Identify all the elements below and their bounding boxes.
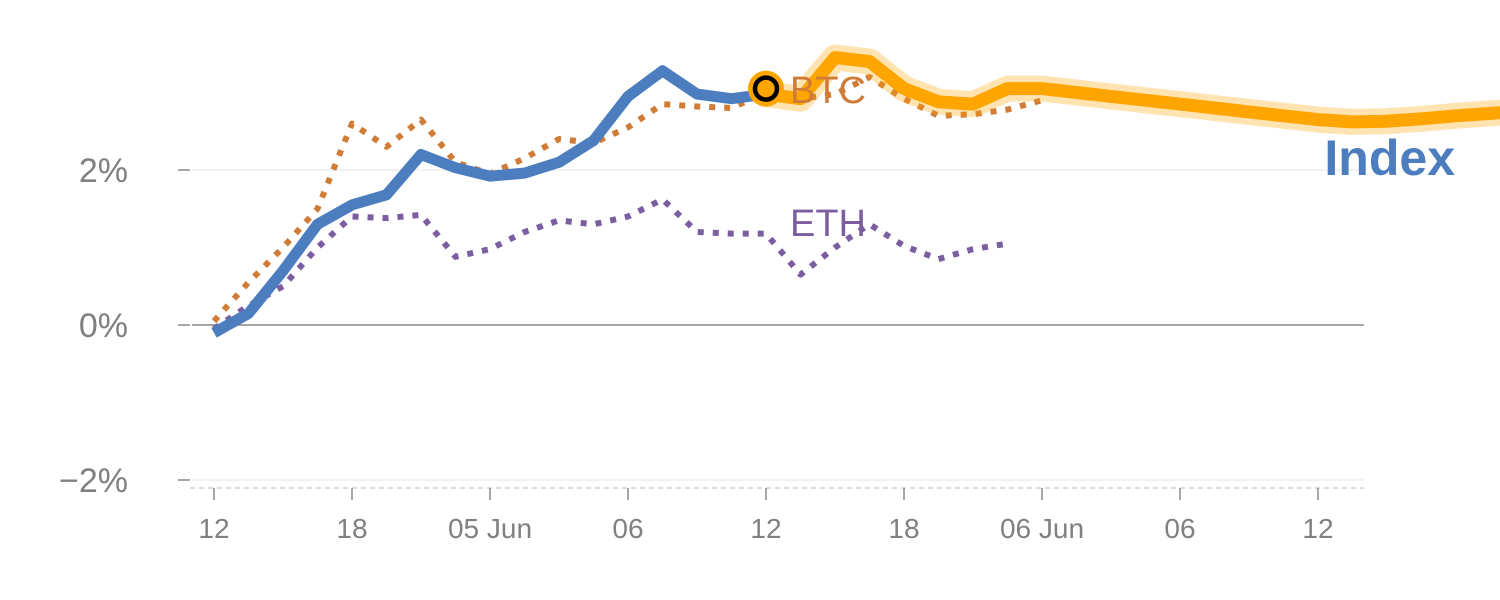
- y-tick-label: 0%: [79, 307, 128, 345]
- series-forecast-index: [759, 51, 1500, 129]
- grid-lines: [190, 169, 1364, 489]
- x-tick-label: 12: [198, 513, 229, 544]
- y-tick-label: 2%: [79, 152, 128, 190]
- series-label-index: Index: [1324, 130, 1455, 186]
- y-axis: −2% 0% 2%: [59, 152, 190, 500]
- series-line-index: [211, 65, 767, 338]
- x-tick-label: 18: [888, 513, 919, 544]
- y-tick-label: −2%: [59, 462, 128, 500]
- series-line-eth: [212, 196, 1008, 332]
- series-layer: [211, 44, 1500, 338]
- x-tick-label: 05 Jun: [448, 513, 532, 544]
- marker-ring: [752, 75, 780, 102]
- x-tick-label: 12: [750, 513, 781, 544]
- x-tick-label: 06: [1164, 513, 1195, 544]
- current-value-marker: [748, 70, 784, 107]
- x-tick-label: 06: [612, 513, 643, 544]
- series-line-btc: [211, 74, 1043, 324]
- x-axis: 12 18 05 Jun 06 12 18 06 Jun 06 12: [198, 488, 1334, 544]
- x-tick-label: 06 Jun: [1000, 513, 1084, 544]
- x-tick-label: 12: [1302, 513, 1333, 544]
- series-label-btc: BTC: [790, 70, 866, 112]
- x-tick-label: 18: [336, 513, 367, 544]
- series-label-eth: ETH: [790, 203, 866, 245]
